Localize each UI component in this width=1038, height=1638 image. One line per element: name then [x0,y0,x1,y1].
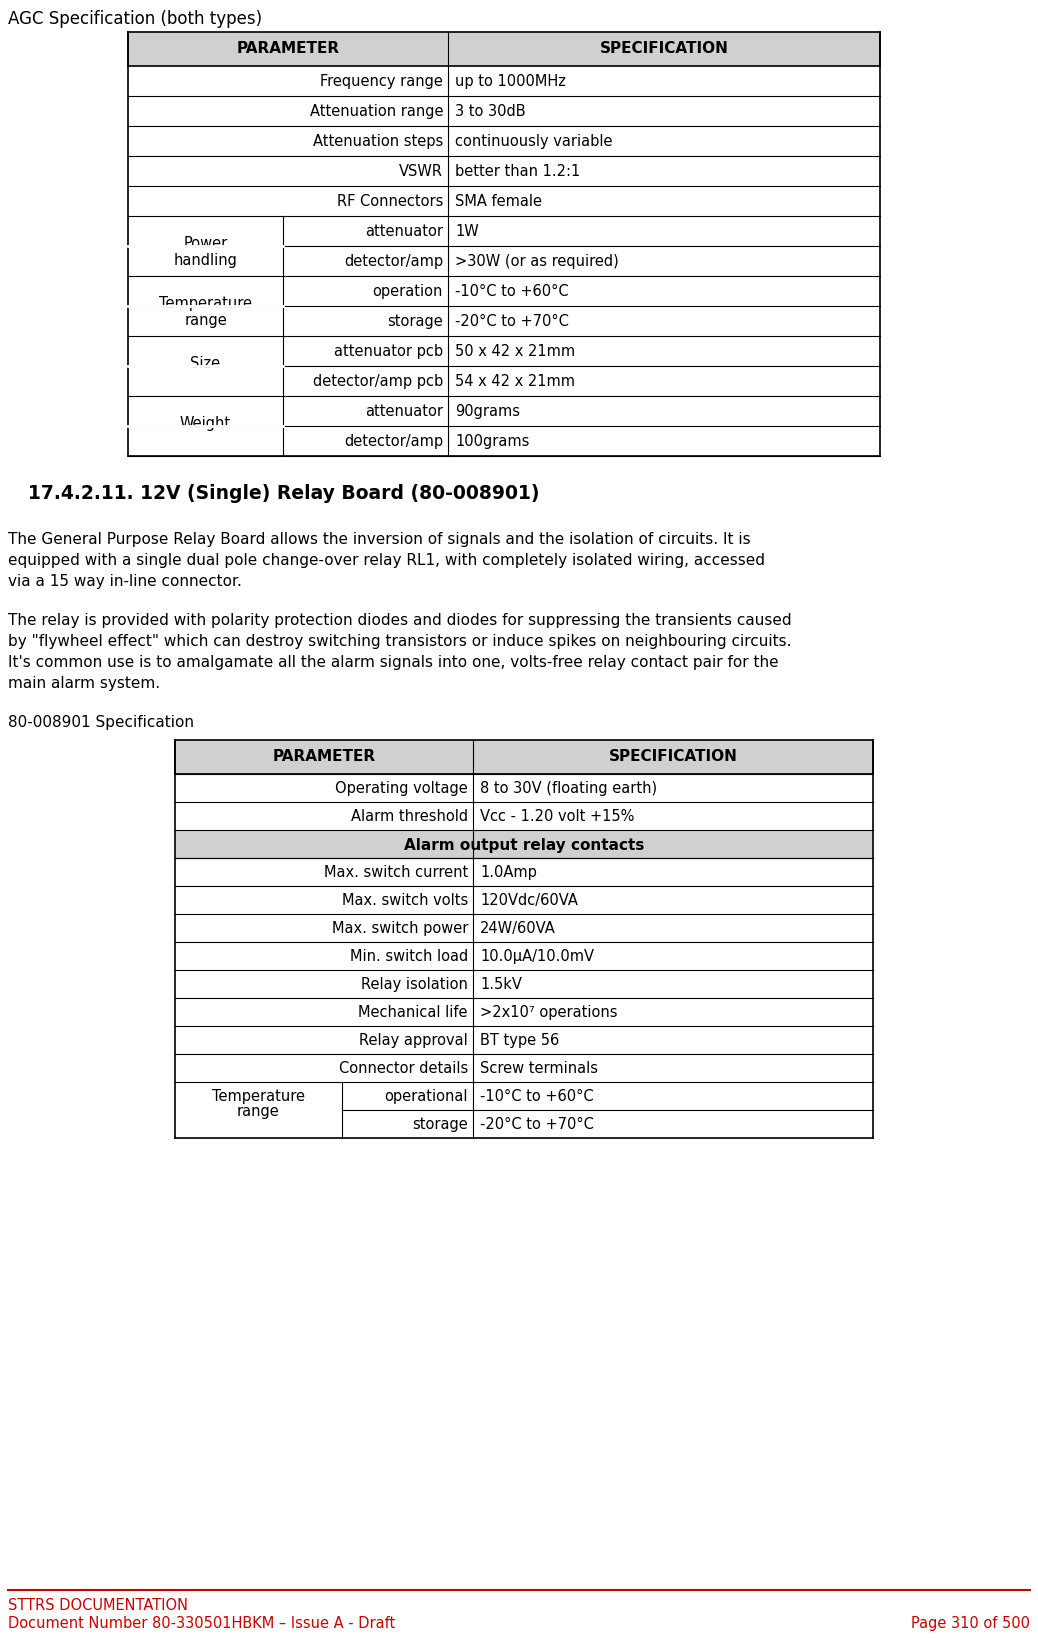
Text: Connector details: Connector details [338,1061,468,1076]
Text: operational: operational [384,1089,468,1104]
Bar [175,830,873,858]
Text: attenuator pcb: attenuator pcb [334,344,443,359]
Text: 54 x 42 x 21mm: 54 x 42 x 21mm [455,373,575,388]
Text: Temperature
range: Temperature range [159,296,252,328]
Text: PARAMETER: PARAMETER [272,749,376,763]
Text: Max. switch volts: Max. switch volts [342,893,468,907]
Text: 1W: 1W [455,224,479,239]
Text: detector/amp pcb: detector/amp pcb [312,373,443,388]
Bar [175,740,873,775]
Text: RF Connectors: RF Connectors [336,193,443,210]
Text: SMA female: SMA female [455,193,542,210]
Text: Max. switch current: Max. switch current [324,865,468,880]
Text: >2x10⁷ operations: >2x10⁷ operations [480,1006,618,1020]
Text: 50 x 42 x 21mm: 50 x 42 x 21mm [455,344,575,359]
Text: Screw terminals: Screw terminals [480,1061,598,1076]
Text: Alarm threshold: Alarm threshold [351,809,468,824]
Text: storage: storage [387,314,443,329]
Text: Temperature: Temperature [212,1089,305,1104]
Text: VSWR: VSWR [399,164,443,179]
Text: SPECIFICATION: SPECIFICATION [600,41,729,56]
Text: 24W/60VA: 24W/60VA [480,921,555,935]
Text: >30W (or as required): >30W (or as required) [455,254,619,269]
Text: Power
handling: Power handling [173,236,238,269]
Text: detector/amp: detector/amp [344,254,443,269]
Text: Vcc - 1.20 volt +15%: Vcc - 1.20 volt +15% [480,809,634,824]
Text: via a 15 way in-line connector.: via a 15 way in-line connector. [8,573,242,590]
Text: 3 to 30dB: 3 to 30dB [455,103,525,120]
Text: attenuator: attenuator [365,405,443,419]
Text: Mechanical life: Mechanical life [358,1006,468,1020]
Text: -10°C to +60°C: -10°C to +60°C [455,283,569,300]
Text: -10°C to +60°C: -10°C to +60°C [480,1089,594,1104]
Text: 90grams: 90grams [455,405,520,419]
Text: Page 310 of 500: Page 310 of 500 [911,1617,1030,1631]
Text: -20°C to +70°C: -20°C to +70°C [480,1117,594,1132]
Text: Frequency range: Frequency range [320,74,443,88]
Text: BT type 56: BT type 56 [480,1034,559,1048]
Text: 17.4.2.11. 12V (Single) Relay Board (80-008901): 17.4.2.11. 12V (Single) Relay Board (80-… [28,483,540,503]
Text: Operating voltage: Operating voltage [335,781,468,796]
Text: AGC Specification (both types): AGC Specification (both types) [8,10,263,28]
Text: 80-008901 Specification: 80-008901 Specification [8,716,194,731]
Text: STTRS DOCUMENTATION: STTRS DOCUMENTATION [8,1599,188,1613]
Text: 120Vdc/60VA: 120Vdc/60VA [480,893,578,907]
Text: Document Number 80-330501HBKM – Issue A - Draft: Document Number 80-330501HBKM – Issue A … [8,1617,395,1631]
Text: Size: Size [190,355,220,370]
Text: storage: storage [412,1117,468,1132]
Text: main alarm system.: main alarm system. [8,676,160,691]
Text: equipped with a single dual pole change-over relay RL1, with completely isolated: equipped with a single dual pole change-… [8,554,765,568]
Text: Min. switch load: Min. switch load [350,948,468,965]
Text: up to 1000MHz: up to 1000MHz [455,74,566,88]
Text: Alarm output relay contacts: Alarm output relay contacts [404,839,645,853]
Text: It's common use is to amalgamate all the alarm signals into one, volts-free rela: It's common use is to amalgamate all the… [8,655,778,670]
Text: Attenuation steps: Attenuation steps [312,134,443,149]
Text: Weight: Weight [180,416,231,431]
Text: Max. switch power: Max. switch power [331,921,468,935]
Text: 1.5kV: 1.5kV [480,976,522,993]
Text: -20°C to +70°C: -20°C to +70°C [455,314,569,329]
Text: detector/amp: detector/amp [344,434,443,449]
Text: SPECIFICATION: SPECIFICATION [608,749,737,763]
Text: The relay is provided with polarity protection diodes and diodes for suppressing: The relay is provided with polarity prot… [8,613,792,627]
Text: Attenuation range: Attenuation range [309,103,443,120]
Text: attenuator: attenuator [365,224,443,239]
Bar [128,33,880,66]
Text: Relay isolation: Relay isolation [361,976,468,993]
Text: 8 to 30V (floating earth): 8 to 30V (floating earth) [480,781,657,796]
Text: The General Purpose Relay Board allows the inversion of signals and the isolatio: The General Purpose Relay Board allows t… [8,532,750,547]
Text: better than 1.2:1: better than 1.2:1 [455,164,580,179]
Text: range: range [237,1104,280,1119]
Text: 10.0μA/10.0mV: 10.0μA/10.0mV [480,948,594,965]
Text: continuously variable: continuously variable [455,134,612,149]
Text: PARAMETER: PARAMETER [237,41,339,56]
Text: Relay approval: Relay approval [359,1034,468,1048]
Text: 100grams: 100grams [455,434,529,449]
Text: 1.0Amp: 1.0Amp [480,865,537,880]
Text: by "flywheel effect" which can destroy switching transistors or induce spikes on: by "flywheel effect" which can destroy s… [8,634,792,649]
Text: operation: operation [373,283,443,300]
